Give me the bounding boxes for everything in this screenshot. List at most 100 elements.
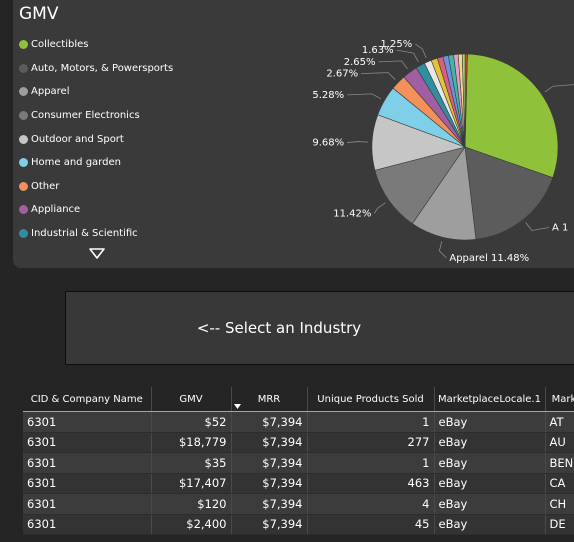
marketplace-cell: eBay: [434, 432, 546, 453]
legend-color-dot-icon: [19, 229, 28, 239]
gmv-cell: $18,779: [151, 432, 232, 453]
company-cell: 6301: [23, 493, 152, 515]
pie-leader-line: [438, 241, 447, 259]
legend-label: Outdoor and Sport: [31, 133, 124, 145]
table-row[interactable]: 6301 $2,400 $7,394 45 eBay DE: [23, 514, 574, 535]
table-row[interactable]: 6301 $17,407 $7,394 463 eBay CA: [23, 473, 574, 494]
panel-title: GMV: [19, 4, 59, 24]
legend-item[interactable]: Consumer Electronics: [19, 104, 173, 128]
pie-leader-line: [347, 93, 382, 100]
pie-slice[interactable]: [464, 53, 468, 148]
column-header-company[interactable]: CID & Company Name: [23, 387, 152, 412]
pie-data-label: 9.68%: [312, 138, 344, 149]
mark-cell: AT: [545, 411, 574, 433]
legend-label: Other: [31, 180, 60, 192]
pie-leader-line: [378, 60, 408, 70]
marketplace-cell: eBay: [434, 493, 546, 515]
marketplace-cell: eBay: [434, 452, 546, 474]
gmv-chart-panel: GMV Collectibles Auto, Motors, & Powerspo…: [13, 0, 574, 268]
pie-leader-line: [396, 49, 419, 63]
column-header-mark[interactable]: Mark: [545, 387, 574, 412]
legend-item[interactable]: Industrial & Scientific: [19, 222, 173, 246]
pie-leader-line: [415, 43, 427, 59]
legend-color-dot-icon: [19, 181, 28, 191]
data-table: CID & Company Name GMV MRR Unique Produc…: [23, 387, 574, 535]
column-header-unique-products[interactable]: Unique Products Sold: [307, 387, 435, 412]
pie-leader-line: [347, 141, 369, 143]
marketplace-cell: eBay: [434, 411, 546, 433]
legend-item[interactable]: Auto, Motors, & Powersports: [19, 57, 173, 81]
column-header-mrr[interactable]: MRR: [231, 387, 308, 412]
table-row[interactable]: 6301 $18,779 $7,394 277 eBay AU: [23, 432, 574, 453]
legend-label: Apparel: [31, 86, 70, 98]
pie-slice[interactable]: [411, 146, 477, 241]
pie-leader-line: [525, 222, 550, 231]
unique-products-cell: 4: [307, 493, 435, 515]
legend-label: Auto, Motors, & Powersports: [31, 62, 174, 74]
unique-products-cell: 1: [307, 411, 435, 433]
legend-label: Industrial & Scientific: [31, 228, 138, 240]
column-header-gmv[interactable]: GMV: [151, 387, 232, 412]
gmv-cell: $2,400: [151, 514, 232, 535]
mark-cell: AU: [545, 432, 574, 453]
legend-item[interactable]: Home and garden: [19, 151, 173, 175]
company-cell: 6301: [23, 411, 152, 433]
gmv-cell: $17,407: [151, 473, 232, 494]
mrr-cell: $7,394: [231, 514, 308, 535]
unique-products-cell: 277: [307, 432, 435, 453]
select-industry-button[interactable]: <-- Select an Industry: [65, 291, 574, 365]
legend-item[interactable]: Other: [19, 175, 173, 199]
mark-cell: BEN: [545, 452, 574, 474]
company-cell: 6301: [23, 473, 152, 494]
select-industry-label: <-- Select an Industry: [196, 319, 362, 337]
pie-data-label: 11.42%: [333, 208, 371, 219]
legend-item[interactable]: Collectibles: [19, 33, 173, 57]
legend-label: Appliance: [31, 204, 81, 216]
mrr-cell: $7,394: [231, 411, 308, 433]
marketplace-cell: eBay: [434, 514, 546, 535]
column-header-marketplace[interactable]: MarketplaceLocale.1: [434, 387, 546, 412]
pie-slice[interactable]: [374, 146, 466, 225]
mrr-cell: $7,394: [231, 452, 308, 474]
table-header-row: CID & Company Name GMV MRR Unique Produc…: [23, 387, 574, 412]
legend-label: Consumer Electronics: [31, 110, 140, 122]
pie-data-label: 1.25%: [381, 39, 413, 50]
unique-products-cell: 463: [307, 473, 435, 494]
sort-descending-icon: [233, 404, 241, 409]
legend-item[interactable]: Apparel: [19, 80, 173, 104]
legend-color-dot-icon: [19, 205, 28, 215]
mrr-cell: $7,394: [231, 473, 308, 494]
pie-leader-line: [374, 202, 386, 214]
gmv-cell: $120: [151, 493, 232, 515]
company-cell: 6301: [23, 514, 152, 535]
gmv-cell: $35: [151, 452, 232, 474]
chevron-down-icon[interactable]: [89, 248, 105, 260]
legend-color-dot-icon: [19, 111, 28, 121]
mark-cell: CA: [545, 473, 574, 494]
pie-data-label: A 1: [552, 222, 568, 233]
column-header-mrr-label: MRR: [257, 393, 281, 405]
legend-item[interactable]: Appliance: [19, 198, 173, 222]
legend-item[interactable]: Outdoor and Sport: [19, 127, 173, 151]
pie-data-label: 1.63%: [362, 45, 394, 56]
marketplace-cell: eBay: [434, 473, 546, 494]
legend-color-dot-icon: [19, 134, 28, 144]
chart-legend: Collectibles Auto, Motors, & Powersports A…: [19, 33, 173, 245]
mrr-cell: $7,394: [231, 493, 308, 515]
legend-color-dot-icon: [19, 63, 28, 73]
pie-slice[interactable]: [464, 146, 554, 240]
mark-cell: DE: [545, 514, 574, 535]
gmv-cell: $52: [151, 411, 232, 433]
pie-data-label: 2.65%: [344, 57, 376, 68]
pie-leader-line: [361, 72, 396, 80]
table-row[interactable]: 6301 $120 $7,394 4 eBay CH: [23, 493, 574, 515]
legend-label: Collectibles: [31, 39, 89, 51]
table-row[interactable]: 6301 $52 $7,394 1 eBay AT: [23, 411, 574, 433]
mrr-cell: $7,394: [231, 432, 308, 453]
table-row[interactable]: 6301 $35 $7,394 1 eBay BEN: [23, 452, 574, 474]
legend-color-dot-icon: [19, 40, 28, 50]
company-cell: 6301: [23, 452, 152, 474]
pie-slice[interactable]: [464, 53, 559, 179]
pie-leader-line: [544, 84, 574, 93]
